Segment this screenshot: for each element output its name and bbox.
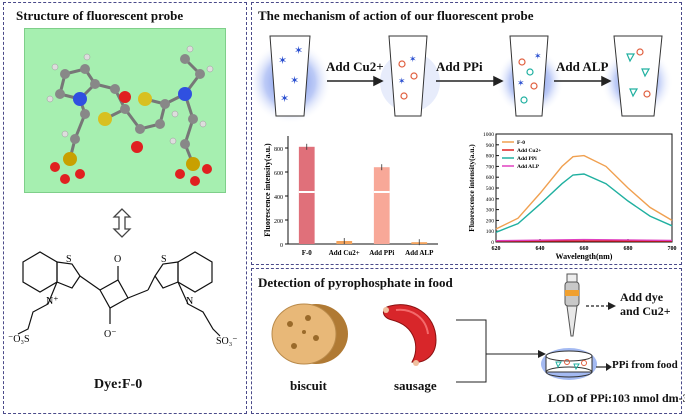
add-dye-line1: Add dye	[620, 290, 664, 304]
structure-panel	[3, 2, 247, 414]
biscuit-label: biscuit	[290, 378, 327, 393]
legend-label: Add ALP	[517, 164, 540, 170]
line-series-2	[495, 173, 673, 233]
line-xtick-label: 620	[492, 246, 501, 252]
mechanism-panel	[251, 2, 682, 265]
line-xtick-label: 700	[668, 246, 677, 252]
petri-dish-icon	[541, 348, 597, 380]
add-dye-line2: and Cu2+	[620, 304, 671, 318]
line-ytick-label: 600	[486, 175, 495, 181]
svg-text:⁻O₃S: ⁻O₃S	[8, 334, 30, 345]
svg-text:✶: ✶	[398, 76, 406, 86]
structural-formula: S S N⁺ N O O⁻ ⁻O₃S SO₃⁻	[8, 244, 242, 362]
line-ytick-label: 200	[486, 218, 495, 224]
line-xtick-label: 640	[536, 246, 545, 252]
line-ytick-label: 1000	[483, 132, 494, 138]
line-ytick-label: 0	[491, 240, 494, 246]
svg-text:✶: ✶	[280, 93, 289, 105]
detection-title: Detection of pyrophosphate in food	[258, 275, 453, 290]
bar-ytick-label: 800	[274, 147, 283, 153]
lod-prefix: LOD of PPi:	[548, 391, 612, 405]
svg-text:S: S	[66, 254, 72, 265]
detection-panel	[251, 268, 682, 414]
line-series-3	[495, 238, 673, 242]
bar-ytick-label: 0	[280, 243, 283, 249]
line-ytick-label: 700	[486, 164, 495, 170]
sausage-image	[383, 304, 437, 366]
ppi-from-food-label: PPi from food	[612, 359, 678, 371]
svg-text:✶: ✶	[409, 54, 417, 64]
svg-text:✶: ✶	[294, 45, 303, 57]
line-xlabel: Wavelength(nm)	[556, 252, 613, 261]
bar-ytick-label: 200	[274, 219, 283, 225]
line-ytick-label: 500	[486, 186, 495, 192]
line-ylabel: Fluorescence intensity(a.u.)	[467, 144, 476, 232]
bar-ytick-label: 600	[274, 171, 283, 177]
svg-text:N⁺: N⁺	[46, 296, 59, 307]
bar-category-label: Add ALP	[405, 249, 434, 257]
line-ytick-label: 800	[486, 154, 495, 160]
molecule-3d-image	[24, 28, 226, 193]
step-label-ppi: Add PPi	[436, 59, 483, 74]
line-ytick-label: 300	[486, 208, 495, 214]
bar-ylabel: Fluorescence intensity(a.u.)	[263, 143, 272, 237]
svg-text:SO₃⁻: SO₃⁻	[216, 336, 238, 347]
svg-text:✶: ✶	[517, 78, 525, 88]
lod-label: LOD of PPi:103 nmol dm-3	[548, 391, 685, 406]
svg-text:N: N	[186, 296, 193, 307]
line-chart: 0 100 200 300 400 500 600 700 800 900 1000 620 640 66…	[466, 128, 680, 264]
dye-label: Dye:F-0	[94, 377, 143, 392]
double-arrow-icon	[112, 208, 132, 238]
bar-category-label: Add Cu2+	[329, 249, 360, 257]
bar-chart: 0 200 400 600 800 F-0 Add Cu2+ Add PPi Add ALP Fl…	[262, 128, 450, 264]
ppi-arrow-icon	[596, 363, 612, 371]
svg-text:O: O	[114, 254, 121, 265]
bar-ytick-label: 400	[274, 195, 283, 201]
bar-0	[298, 146, 315, 244]
sausage-label: sausage	[394, 378, 437, 393]
lod-value: 103 nmol dm-3	[612, 391, 685, 405]
connector-lines	[456, 319, 546, 383]
svg-text:O⁻: O⁻	[104, 329, 117, 340]
legend-label: Add Cu2+	[517, 148, 541, 154]
dashed-arrow-icon	[586, 302, 616, 310]
svg-text:✶: ✶	[534, 51, 542, 61]
add-dye-label: Add dye and Cu2+	[620, 290, 671, 318]
biscuit-image	[271, 303, 348, 365]
line-ytick-label: 400	[486, 197, 495, 203]
line-series-0	[495, 154, 673, 230]
line-xtick-label: 680	[624, 246, 633, 252]
svg-text:✶: ✶	[290, 75, 299, 87]
line-ytick-label: 900	[486, 143, 495, 149]
svg-text:✶: ✶	[278, 55, 287, 67]
step-label-cu: Add Cu2+	[326, 59, 384, 74]
step-label-alp: Add ALP	[556, 59, 609, 74]
svg-text:S: S	[161, 254, 167, 265]
bar-category-label: Add PPi	[369, 249, 394, 257]
structure-title: Structure of fluorescent probe	[16, 8, 184, 23]
legend-label: F-0	[517, 140, 525, 146]
legend-label: Add PPi	[517, 156, 537, 162]
mechanism-flow: ✶ ✶ ✶ ✶ ✶ ✶ ✶ ✶	[248, 24, 680, 126]
line-ytick-label: 100	[486, 229, 495, 235]
line-xtick-label: 660	[580, 246, 589, 252]
bar-2	[373, 167, 390, 244]
bar-category-label: F-0	[302, 249, 313, 257]
pipette-icon	[564, 273, 580, 337]
mechanism-title: The mechanism of action of our fluoresce…	[258, 8, 534, 23]
